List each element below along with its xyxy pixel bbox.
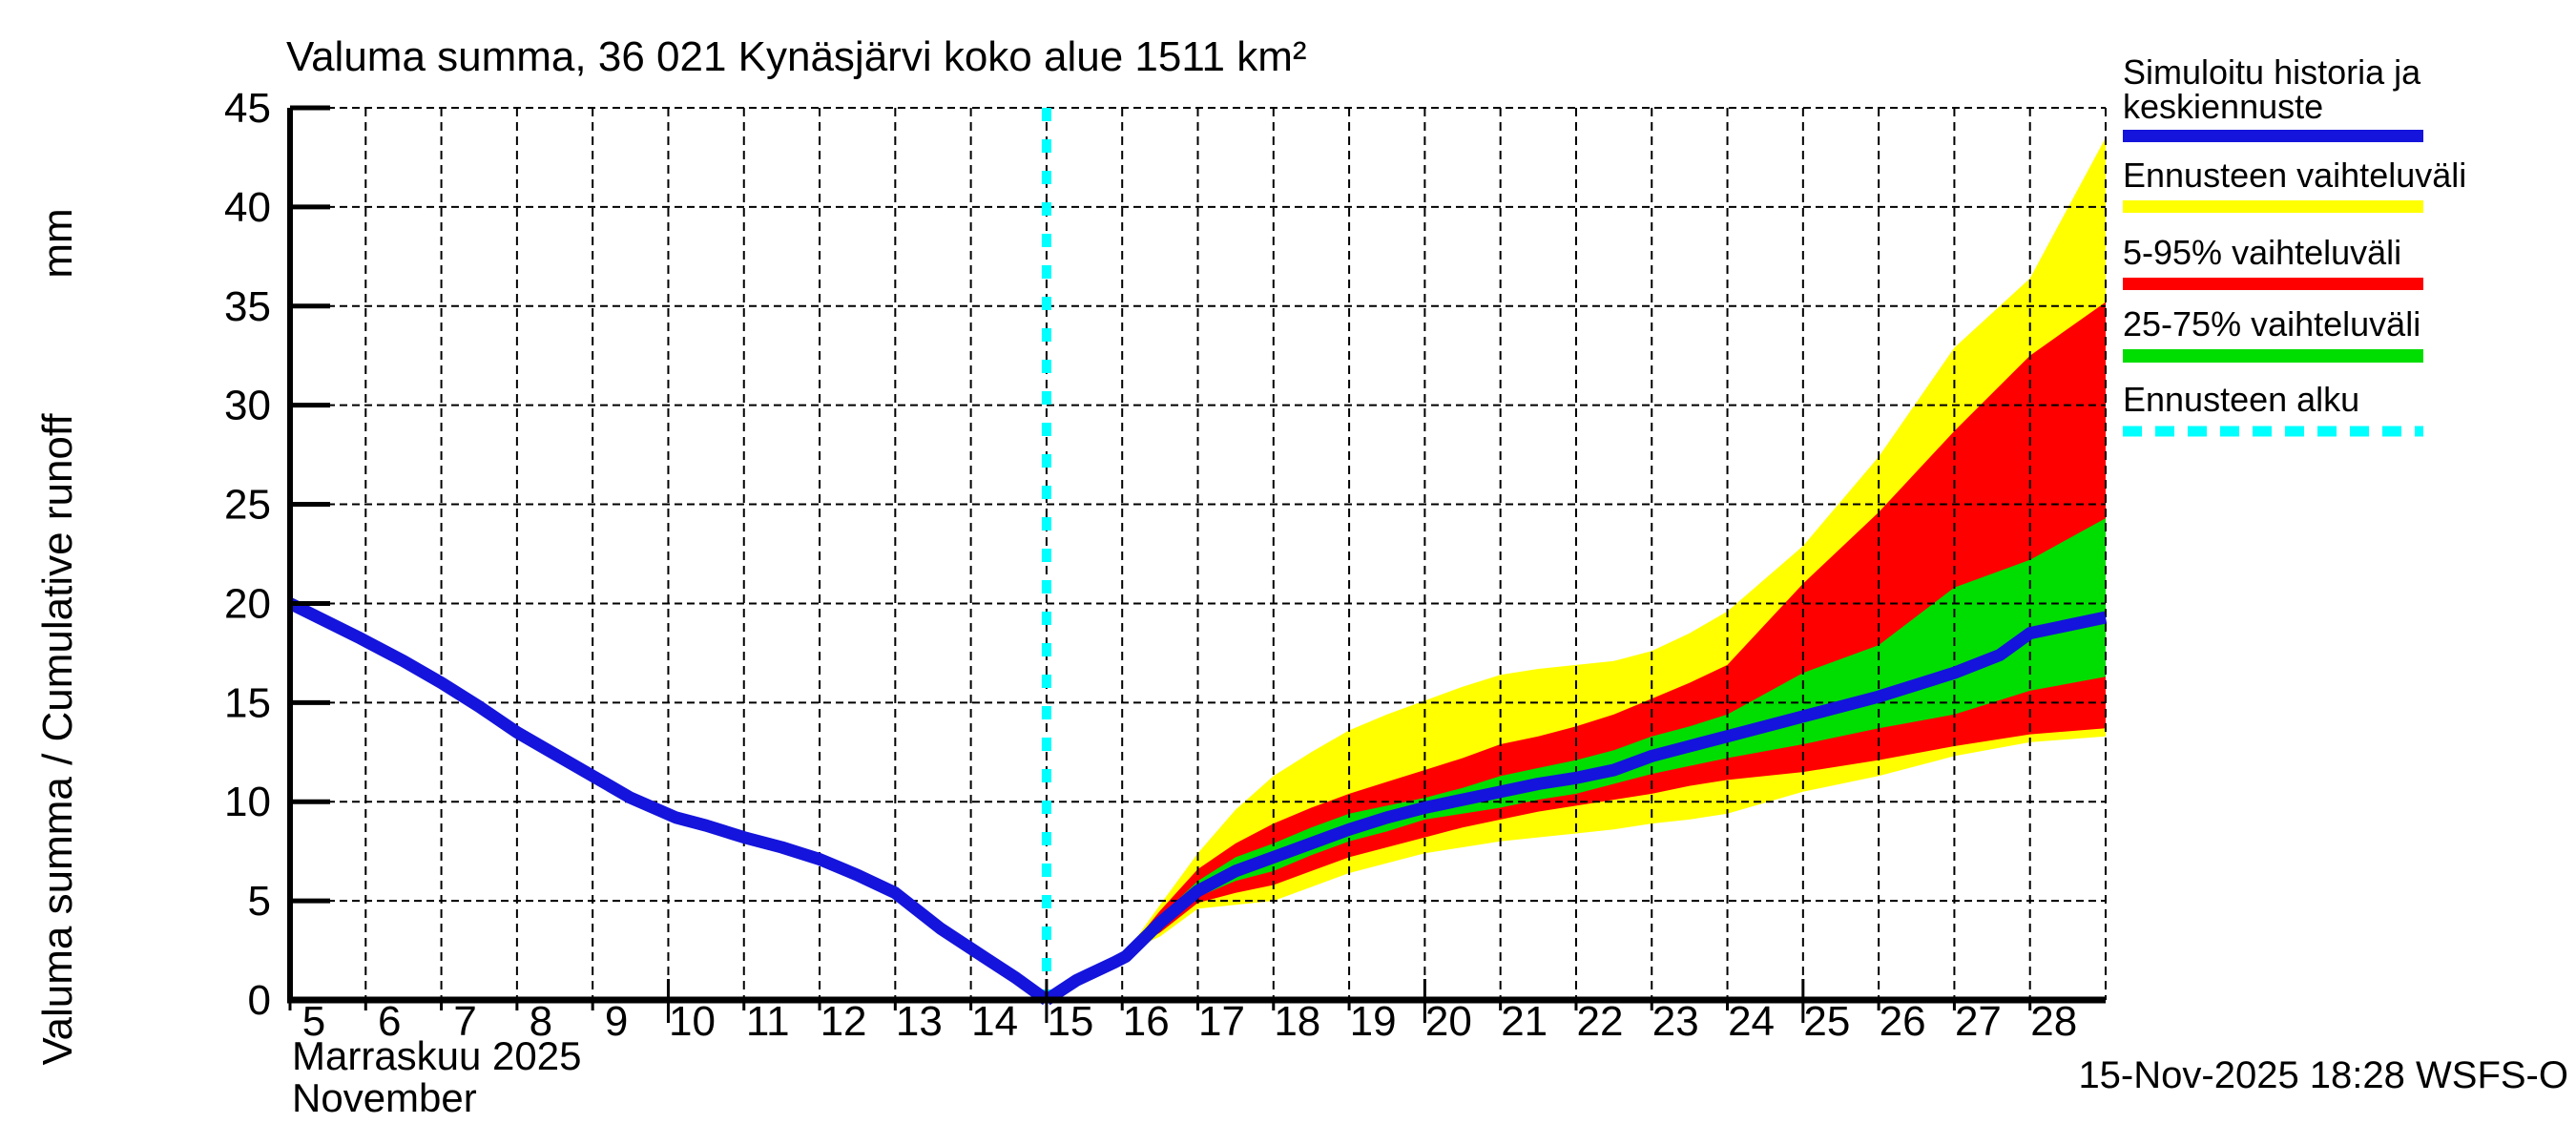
x-tick-label-10: 10	[669, 998, 716, 1045]
y-axis-unit: mm	[34, 208, 81, 278]
band-5-95-vaihteluvali	[1126, 302, 2106, 953]
y-tick-label-15: 15	[224, 679, 271, 726]
line-simuloitu-historia	[287, 597, 1050, 1006]
x-tick-label-23: 23	[1652, 998, 1699, 1045]
timestamp-watermark: 15-Nov-2025 18:28 WSFS-O	[2078, 1054, 2568, 1096]
y-tick-label-35: 35	[224, 283, 271, 330]
x-tick-label-13: 13	[896, 998, 943, 1045]
y-tick-label-5: 5	[248, 878, 271, 925]
x-tick-label-17: 17	[1198, 998, 1245, 1045]
x-tick-label-16: 16	[1123, 998, 1170, 1045]
legend-swatch-history	[2123, 130, 2423, 142]
x-axis-title-en: November	[292, 1075, 477, 1120]
line-keskiennuste	[1043, 611, 2108, 1006]
y-tick-label-40: 40	[224, 184, 271, 231]
x-axis-title-fi: Marraskuu 2025	[292, 1033, 582, 1078]
legend-swatch-25-75-range	[2123, 349, 2423, 363]
legend-swatch-minmax-range	[2123, 200, 2423, 213]
x-tick-label-28: 28	[2030, 998, 2077, 1045]
x-tick-label-15: 15	[1047, 998, 1093, 1045]
legend-label-minmax-range: Ennusteen vaihteluväli	[2123, 156, 2466, 195]
band-layer	[1126, 137, 2106, 953]
x-tick-label-25: 25	[1803, 998, 1850, 1045]
x-tick-label-26: 26	[1880, 998, 1926, 1045]
x-tick-label-22: 22	[1576, 998, 1623, 1045]
x-tick-label-27: 27	[1955, 998, 2002, 1045]
x-tick-label-18: 18	[1274, 998, 1320, 1045]
y-tick-label-25: 25	[224, 482, 271, 529]
y-tick-label-45: 45	[224, 85, 271, 132]
y-axis-title: Valuma summa / Cumulative runoff	[34, 413, 81, 1066]
x-tick-label-9: 9	[605, 998, 628, 1045]
x-tick-label-5: 5	[302, 998, 325, 1045]
grid-layer	[290, 107, 2107, 1000]
x-tick-label-11: 11	[746, 998, 790, 1045]
y-tick-label-30: 30	[224, 383, 271, 429]
y-tick-label-20: 20	[224, 580, 271, 627]
y-tick-label-0: 0	[248, 977, 271, 1024]
line-layer	[287, 597, 2108, 1006]
x-tick-label-24: 24	[1728, 998, 1775, 1045]
x-tick-label-6: 6	[378, 998, 401, 1045]
legend-label-5-95-range: 5-95% vaihteluväli	[2123, 233, 2401, 272]
x-tick-label-7: 7	[453, 998, 476, 1045]
legend-label-history-line2: keskiennuste	[2123, 87, 2323, 126]
legend: Simuloitu historia ja keskiennuste Ennus…	[2123, 52, 2466, 437]
x-tick-label-19: 19	[1350, 998, 1397, 1045]
chart-title: Valuma summa, 36 021 Kynäsjärvi koko alu…	[286, 33, 1307, 80]
x-tick-label-21: 21	[1501, 998, 1548, 1045]
x-tick-label-14: 14	[971, 998, 1018, 1045]
x-tick-label-8: 8	[530, 998, 552, 1045]
legend-label-25-75-range: 25-75% vaihteluväli	[2123, 304, 2420, 344]
x-tick-label-20: 20	[1425, 998, 1472, 1045]
legend-label-history-line1: Simuloitu historia ja	[2123, 52, 2421, 92]
legend-label-forecast-start: Ennusteen alku	[2123, 380, 2359, 419]
y-tick-label-10: 10	[224, 779, 271, 825]
legend-swatch-5-95-range	[2123, 278, 2423, 290]
x-tick-label-12: 12	[821, 998, 867, 1045]
